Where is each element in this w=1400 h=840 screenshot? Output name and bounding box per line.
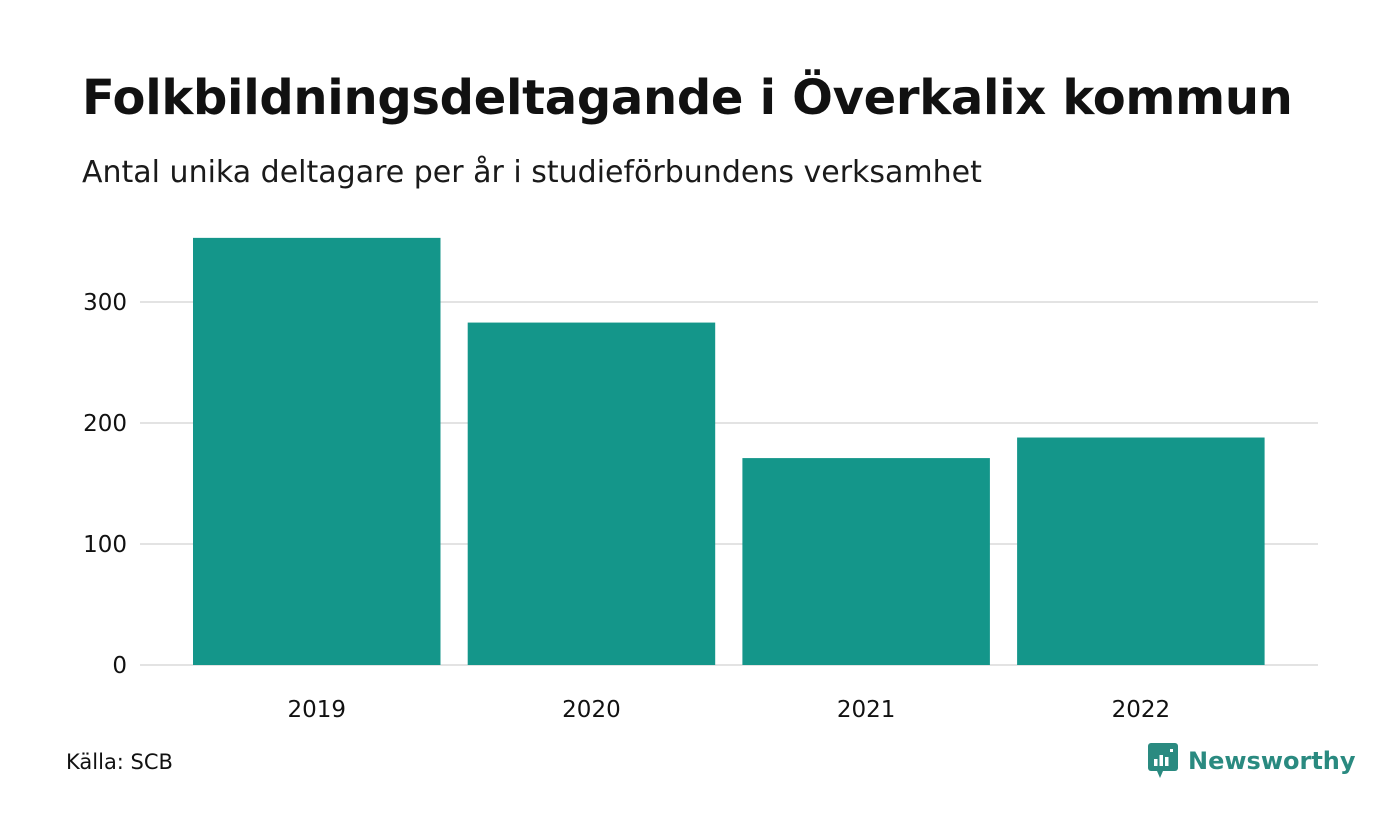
bar-2021 bbox=[742, 458, 990, 665]
x-tick-label: 2022 bbox=[1112, 697, 1171, 723]
x-tick-label: 2021 bbox=[837, 697, 896, 723]
y-tick-label: 100 bbox=[83, 532, 127, 558]
source-note: Källa: SCB bbox=[66, 750, 173, 774]
y-tick-label: 300 bbox=[83, 290, 127, 316]
x-tick-label: 2020 bbox=[562, 697, 621, 723]
bar-2020 bbox=[467, 322, 716, 665]
brand-logo: Newsworthy bbox=[1148, 743, 1356, 779]
y-tick-label: 200 bbox=[83, 411, 127, 437]
bars bbox=[193, 237, 1265, 665]
y-tick-label: 0 bbox=[112, 653, 127, 679]
x-tick-label: 2019 bbox=[287, 697, 346, 723]
chart-title: Folkbildningsdeltagande i Överkalix komm… bbox=[82, 70, 1293, 126]
bar-2022 bbox=[1017, 437, 1265, 665]
y-axis-ticks: 0 100 200 300 bbox=[83, 290, 127, 679]
chart-subtitle: Antal unika deltagare per år i studieför… bbox=[82, 155, 982, 190]
newsworthy-logo-icon bbox=[1148, 743, 1178, 778]
brand-name: Newsworthy bbox=[1188, 747, 1356, 775]
bar-2019 bbox=[193, 237, 441, 665]
x-axis-ticks: 2019 2020 2021 2022 bbox=[287, 697, 1170, 723]
